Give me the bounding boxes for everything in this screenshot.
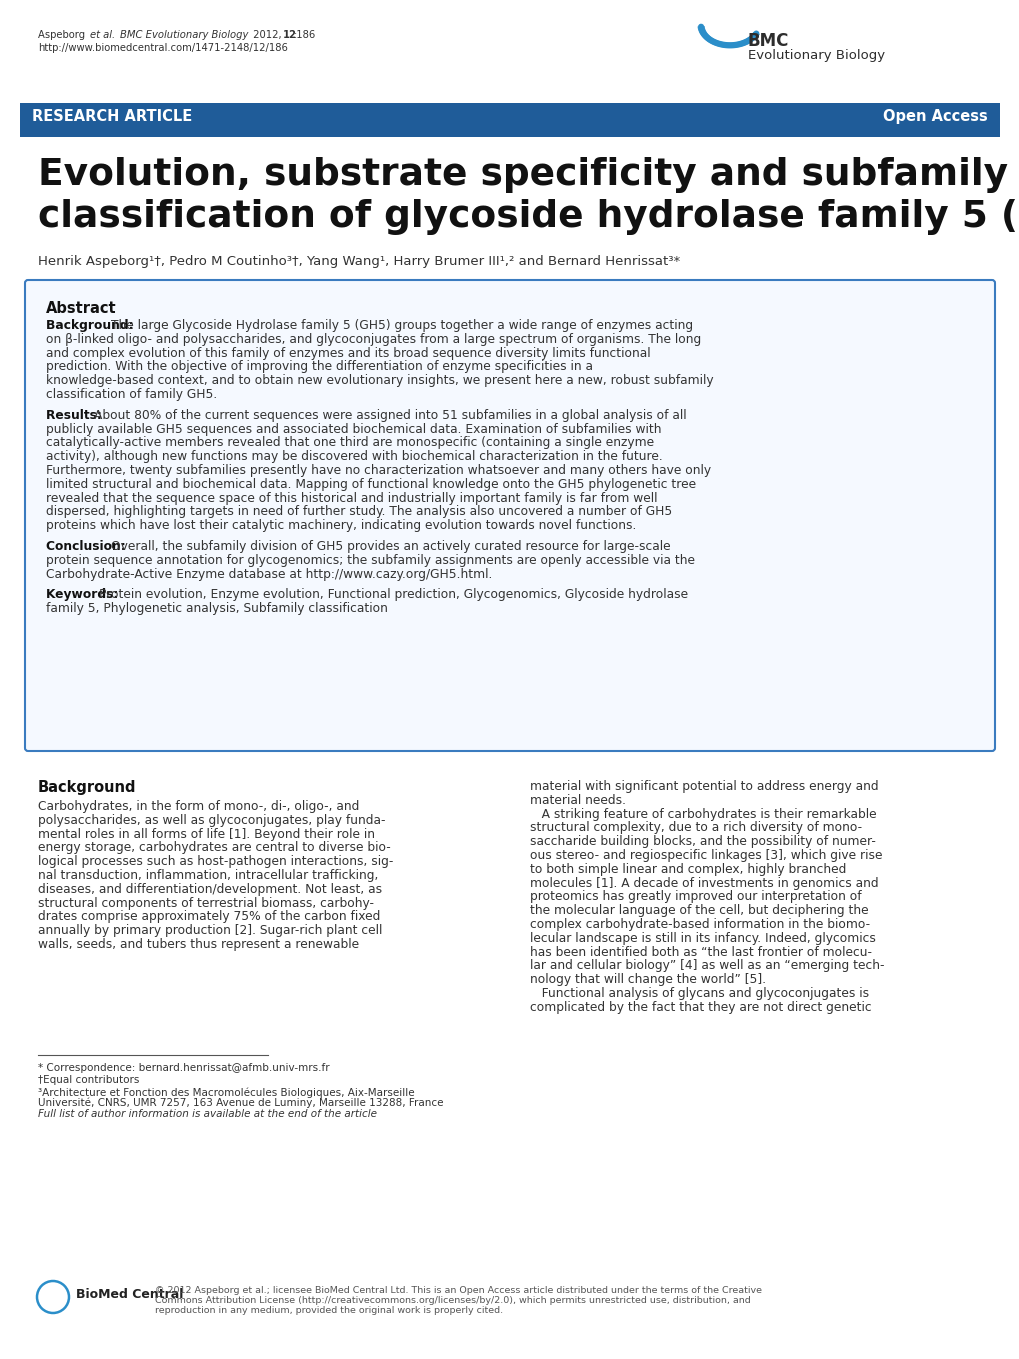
Text: * Correspondence: bernard.henrissat@afmb.univ-mrs.fr: * Correspondence: bernard.henrissat@afmb… <box>38 1063 329 1074</box>
Text: lecular landscape is still in its infancy. Indeed, glycomics: lecular landscape is still in its infanc… <box>530 932 875 945</box>
Text: material needs.: material needs. <box>530 794 626 807</box>
Text: Aspeborg: Aspeborg <box>38 30 89 39</box>
Text: Conclusion:: Conclusion: <box>46 540 129 553</box>
Text: catalytically-active members revealed that one third are monospecific (containin: catalytically-active members revealed th… <box>46 436 653 450</box>
Text: Carbohydrates, in the form of mono-, di-, oligo-, and: Carbohydrates, in the form of mono-, di-… <box>38 800 359 813</box>
Text: complicated by the fact that they are not direct genetic: complicated by the fact that they are no… <box>530 1000 871 1014</box>
Text: 2012,: 2012, <box>250 30 284 39</box>
Text: nology that will change the world” [5].: nology that will change the world” [5]. <box>530 973 765 987</box>
Text: energy storage, carbohydrates are central to diverse bio-: energy storage, carbohydrates are centra… <box>38 841 390 855</box>
Text: mental roles in all forms of life [1]. Beyond their role in: mental roles in all forms of life [1]. B… <box>38 828 375 841</box>
Text: RESEARCH ARTICLE: RESEARCH ARTICLE <box>32 109 192 124</box>
Text: and complex evolution of this family of enzymes and its broad sequence diversity: and complex evolution of this family of … <box>46 347 650 360</box>
Text: classification of glycoside hydrolase family 5 (GH5): classification of glycoside hydrolase fa… <box>38 198 1019 235</box>
Text: drates comprise approximately 75% of the carbon fixed: drates comprise approximately 75% of the… <box>38 911 380 923</box>
Text: logical processes such as host-pathogen interactions, sig-: logical processes such as host-pathogen … <box>38 855 393 868</box>
Text: Overall, the subfamily division of GH5 provides an actively curated resource for: Overall, the subfamily division of GH5 p… <box>110 540 669 553</box>
Bar <box>20 103 999 137</box>
Text: annually by primary production [2]. Sugar-rich plant cell: annually by primary production [2]. Suga… <box>38 924 382 938</box>
Text: protein sequence annotation for glycogenomics; the subfamily assignments are ope: protein sequence annotation for glycogen… <box>46 554 694 567</box>
Text: limited structural and biochemical data. Mapping of functional knowledge onto th: limited structural and biochemical data.… <box>46 478 695 491</box>
Text: proteins which have lost their catalytic machinery, indicating evolution towards: proteins which have lost their catalytic… <box>46 519 636 533</box>
Text: The large Glycoside Hydrolase family 5 (GH5) groups together a wide range of enz: The large Glycoside Hydrolase family 5 (… <box>110 319 692 332</box>
Text: Abstract: Abstract <box>46 300 116 317</box>
Text: Furthermore, twenty subfamilies presently have no characterization whatsoever an: Furthermore, twenty subfamilies presentl… <box>46 463 710 477</box>
Text: classification of family GH5.: classification of family GH5. <box>46 389 217 401</box>
Text: Functional analysis of glycans and glycoconjugates is: Functional analysis of glycans and glyco… <box>530 987 868 1000</box>
Text: Results:: Results: <box>46 409 106 421</box>
Text: Protein evolution, Enzyme evolution, Functional prediction, Glycogenomics, Glyco: Protein evolution, Enzyme evolution, Fun… <box>99 588 688 602</box>
Text: ³Architecture et Fonction des Macromolécules Biologiques, Aix-Marseille: ³Architecture et Fonction des Macromoléc… <box>38 1087 414 1098</box>
Text: Open Access: Open Access <box>882 109 987 124</box>
Text: Université, CNRS, UMR 7257, 163 Avenue de Luminy, Marseille 13288, France: Université, CNRS, UMR 7257, 163 Avenue d… <box>38 1098 443 1109</box>
Text: BMC Evolutionary Biology: BMC Evolutionary Biology <box>120 30 249 39</box>
Text: molecules [1]. A decade of investments in genomics and: molecules [1]. A decade of investments i… <box>530 877 877 890</box>
Text: © 2012 Aspeborg et al.; licensee BioMed Central Ltd. This is an Open Access arti: © 2012 Aspeborg et al.; licensee BioMed … <box>155 1286 761 1295</box>
Text: nal transduction, inflammation, intracellular trafficking,: nal transduction, inflammation, intracel… <box>38 868 378 882</box>
Text: About 80% of the current sequences were assigned into 51 subfamilies in a global: About 80% of the current sequences were … <box>94 409 686 421</box>
Text: Carbohydrate-Active Enzyme database at http://www.cazy.org/GH5.html.: Carbohydrate-Active Enzyme database at h… <box>46 568 492 580</box>
Text: the molecular language of the cell, but deciphering the: the molecular language of the cell, but … <box>530 904 868 917</box>
Text: Background:: Background: <box>46 319 138 332</box>
Circle shape <box>37 1282 69 1313</box>
Text: http://www.biomedcentral.com/1471-2148/12/186: http://www.biomedcentral.com/1471-2148/1… <box>38 43 287 53</box>
Text: knowledge-based context, and to obtain new evolutionary insights, we present her: knowledge-based context, and to obtain n… <box>46 374 713 387</box>
Text: revealed that the sequence space of this historical and industrially important f: revealed that the sequence space of this… <box>46 492 657 504</box>
Text: publicly available GH5 sequences and associated biochemical data. Examination of: publicly available GH5 sequences and ass… <box>46 423 661 436</box>
Text: BMC: BMC <box>747 33 789 50</box>
Text: family 5, Phylogenetic analysis, Subfamily classification: family 5, Phylogenetic analysis, Subfami… <box>46 602 387 616</box>
Text: A striking feature of carbohydrates is their remarkable: A striking feature of carbohydrates is t… <box>530 807 875 821</box>
Text: activity), although new functions may be discovered with biochemical characteriz: activity), although new functions may be… <box>46 450 662 463</box>
Text: Evolution, substrate specificity and subfamily: Evolution, substrate specificity and sub… <box>38 158 1007 193</box>
Text: †Equal contributors: †Equal contributors <box>38 1075 140 1084</box>
Text: reproduction in any medium, provided the original work is properly cited.: reproduction in any medium, provided the… <box>155 1306 502 1316</box>
Text: Background: Background <box>38 780 137 795</box>
Text: walls, seeds, and tubers thus represent a renewable: walls, seeds, and tubers thus represent … <box>38 938 359 951</box>
Text: dispersed, highlighting targets in need of further study. The analysis also unco: dispersed, highlighting targets in need … <box>46 506 672 518</box>
Text: et al.: et al. <box>90 30 115 39</box>
Text: ous stereo- and regiospecific linkages [3], which give rise: ous stereo- and regiospecific linkages [… <box>530 849 881 862</box>
Text: Keywords:: Keywords: <box>46 588 122 602</box>
Text: proteomics has greatly improved our interpretation of: proteomics has greatly improved our inte… <box>530 890 861 904</box>
Text: structural complexity, due to a rich diversity of mono-: structural complexity, due to a rich div… <box>530 821 861 834</box>
Text: polysaccharides, as well as glycoconjugates, play funda-: polysaccharides, as well as glycoconjuga… <box>38 814 385 826</box>
Text: material with significant potential to address energy and: material with significant potential to a… <box>530 780 877 794</box>
Text: has been identified both as “the last frontier of molecu-: has been identified both as “the last fr… <box>530 946 871 958</box>
Text: prediction. With the objective of improving the differentiation of enzyme specif: prediction. With the objective of improv… <box>46 360 592 374</box>
FancyBboxPatch shape <box>25 280 994 752</box>
Text: Full list of author information is available at the end of the article: Full list of author information is avail… <box>38 1109 377 1118</box>
Text: Evolutionary Biology: Evolutionary Biology <box>747 49 884 63</box>
Text: diseases, and differentiation/development. Not least, as: diseases, and differentiation/developmen… <box>38 883 382 896</box>
Text: BioMed Central: BioMed Central <box>76 1288 183 1301</box>
Text: saccharide building blocks, and the possibility of numer-: saccharide building blocks, and the poss… <box>530 836 875 848</box>
Text: 12: 12 <box>282 30 297 39</box>
Text: Commons Attribution License (http://creativecommons.org/licenses/by/2.0), which : Commons Attribution License (http://crea… <box>155 1296 750 1305</box>
Text: Henrik Aspeborg¹†, Pedro M Coutinho³†, Yang Wang¹, Harry Brumer III¹,² and Berna: Henrik Aspeborg¹†, Pedro M Coutinho³†, Y… <box>38 255 680 268</box>
Text: lar and cellular biology” [4] as well as an “emerging tech-: lar and cellular biology” [4] as well as… <box>530 959 883 973</box>
Text: structural components of terrestrial biomass, carbohy-: structural components of terrestrial bio… <box>38 897 374 909</box>
Text: to both simple linear and complex, highly branched: to both simple linear and complex, highl… <box>530 863 846 875</box>
Text: :186: :186 <box>293 30 316 39</box>
Text: on β-linked oligo- and polysaccharides, and glycoconjugates from a large spectru: on β-linked oligo- and polysaccharides, … <box>46 333 701 345</box>
Text: complex carbohydrate-based information in the biomo-: complex carbohydrate-based information i… <box>530 917 869 931</box>
